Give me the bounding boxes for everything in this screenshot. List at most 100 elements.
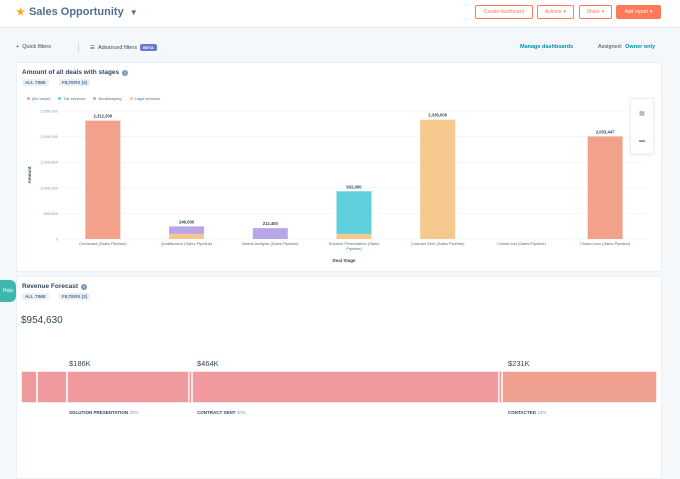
segment-name: SOLUTION PRESENTATION: [69, 410, 129, 415]
assigned-value: Owner only: [625, 44, 656, 50]
caret-down-icon: ▾: [601, 9, 605, 15]
help-tab[interactable]: Help: [0, 280, 16, 302]
segment-pct: 20%: [129, 410, 139, 415]
bar-segment: [252, 228, 288, 239]
grid-icon[interactable]: ▦: [639, 110, 645, 117]
segment-label: CONTACTED 10%: [508, 410, 546, 415]
x-tick-label: Qualification (Sales Pipeline): [161, 241, 213, 246]
y-tick-label: 1,500,000: [40, 160, 59, 165]
quick-filters-toggle[interactable]: + Quick filters: [16, 44, 51, 50]
filters-tag[interactable]: FILTERS (2): [59, 293, 91, 300]
x-tick-label: Closed won (Sales Pipeline): [580, 241, 631, 246]
x-axis-label: Deal Stage: [332, 258, 356, 263]
forecast-total: $954,630: [21, 315, 63, 326]
deals-chart-card: Amount of all deals with stages i ALL TI…: [16, 62, 662, 272]
segment-pct: 30%: [236, 410, 246, 415]
share-button[interactable]: Share ▾: [579, 5, 612, 19]
advanced-filters-label: Advanced filters: [97, 44, 138, 51]
caret-down-icon: ▾: [563, 9, 566, 15]
bar-total-label: 212,400: [263, 221, 279, 226]
side-toolbar: ▦ ▬: [630, 98, 654, 154]
bar-segment: [587, 136, 623, 239]
bar-segment: [336, 233, 372, 239]
quick-filters-label: Quick filters: [22, 44, 51, 50]
revenue-forecast-card: Revenue Forecast i ALL TIME FILTERS (2) …: [16, 276, 662, 479]
bar-segment: [169, 233, 205, 239]
filter-icon: ☰: [90, 44, 95, 51]
x-tick-label: Pipeline): [346, 246, 362, 251]
plus-icon: +: [16, 44, 20, 50]
x-tick-label: Contract Sent (Sales Pipeline): [411, 241, 465, 246]
segment-amount: $464K: [197, 359, 219, 368]
forecast-card-title-text: Revenue Forecast: [22, 283, 78, 290]
manage-dashboards-link[interactable]: Manage dashboards: [520, 44, 574, 50]
time-tag[interactable]: ALL TIME: [22, 79, 49, 86]
y-tick-label: 2,000,000: [40, 134, 59, 139]
beta-badge: BETA: [140, 44, 157, 51]
assigned-filter[interactable]: Assigned: Owner only: [598, 44, 655, 50]
legend-label: Bookkeeping: [98, 96, 122, 101]
deals-card-title: Amount of all deals with stages i: [22, 69, 129, 76]
forecast-segment[interactable]: [36, 371, 68, 404]
deals-bar-chart: 0 500,000 1,000,000 1,500,000 2,000,000 2,500…: [27, 109, 647, 263]
x-tick-label: Contacted (Sales Pipeline): [79, 241, 127, 246]
bar-total-label: 932,000: [346, 184, 362, 189]
legend-label: Legal services: [134, 96, 161, 101]
bar-total-label: 2,330,000: [428, 113, 447, 118]
legend-swatch: [129, 97, 133, 101]
segment-amount: $231K: [508, 359, 530, 368]
info-icon[interactable]: i: [81, 283, 87, 290]
legend-label: Tax services: [63, 96, 86, 101]
caret-down-icon: ▾: [649, 9, 653, 15]
legend-swatch: [58, 97, 62, 101]
legend-item[interactable]: Legal services: [129, 96, 161, 101]
legend-label: (No value): [32, 96, 51, 101]
chart-legend: (No value) Tax services Bookkeeping Legal s…: [27, 96, 160, 101]
filters-tag[interactable]: FILTERS (2): [59, 79, 91, 86]
x-tick-label: Solution Presentation (Sales: [329, 241, 379, 246]
bar-segment: [85, 120, 121, 239]
bar-segment: [336, 191, 372, 234]
forecast-segment[interactable]: [20, 371, 38, 404]
add-report-button[interactable]: Add report ▾: [616, 5, 661, 19]
segment-label: SOLUTION PRESENTATION 20%: [69, 410, 138, 415]
legend-item[interactable]: Tax services: [58, 96, 85, 101]
segment-name: CONTRACT SENT: [197, 410, 236, 415]
bar-total-label: 2,312,300: [94, 114, 113, 119]
divider: [78, 43, 79, 52]
y-axis-label: Amount: [27, 166, 32, 183]
legend-item[interactable]: Bookkeeping: [93, 96, 122, 101]
add-report-label: Add report: [624, 9, 648, 15]
time-tag[interactable]: ALL TIME: [22, 293, 49, 300]
filter-bar: + Quick filters ☰ Advanced filters BETA …: [0, 28, 680, 60]
forecast-card-title: Revenue Forecast i: [22, 283, 87, 290]
legend-swatch: [27, 97, 30, 101]
legend-swatch: [93, 97, 97, 101]
forecast-segment[interactable]: [501, 371, 658, 404]
bar-segment: [420, 119, 456, 239]
legend-item[interactable]: (No value): [27, 96, 50, 101]
comment-icon[interactable]: ▬: [639, 138, 645, 144]
y-tick-label: 1,000,000: [40, 185, 59, 190]
x-tick-label: Closed lost (Sales Pipeline): [497, 241, 547, 246]
star-icon[interactable]: ★: [16, 6, 25, 18]
actions-button[interactable]: Actions ▾: [537, 5, 574, 19]
forecast-segment[interactable]: [66, 371, 190, 404]
create-dashboard-button[interactable]: Create dashboard: [475, 5, 533, 19]
y-tick-label: 2,500,000: [40, 109, 59, 114]
forecast-bar: [20, 371, 658, 404]
share-label: Share: [586, 9, 600, 15]
actions-label: Actions: [545, 9, 562, 15]
y-tick-label: 0: [56, 237, 59, 242]
info-icon[interactable]: i: [122, 69, 129, 76]
bar-segment: [169, 226, 205, 234]
segment-name: CONTACTED: [508, 410, 536, 415]
bar-total-label: 246,000: [179, 219, 195, 224]
dashboard-selector[interactable]: ★ Sales Opportunity ▼: [16, 6, 138, 18]
dashboard-title: Sales Opportunity: [28, 6, 124, 18]
top-bar: ★ Sales Opportunity ▼ Create dashboard A…: [0, 0, 680, 28]
bar-total-label: 2,003,447: [596, 129, 615, 134]
advanced-filters-toggle[interactable]: ☰ Advanced filters BETA: [90, 44, 157, 51]
forecast-segment[interactable]: [191, 371, 500, 404]
deals-card-title-text: Amount of all deals with stages: [22, 69, 120, 76]
